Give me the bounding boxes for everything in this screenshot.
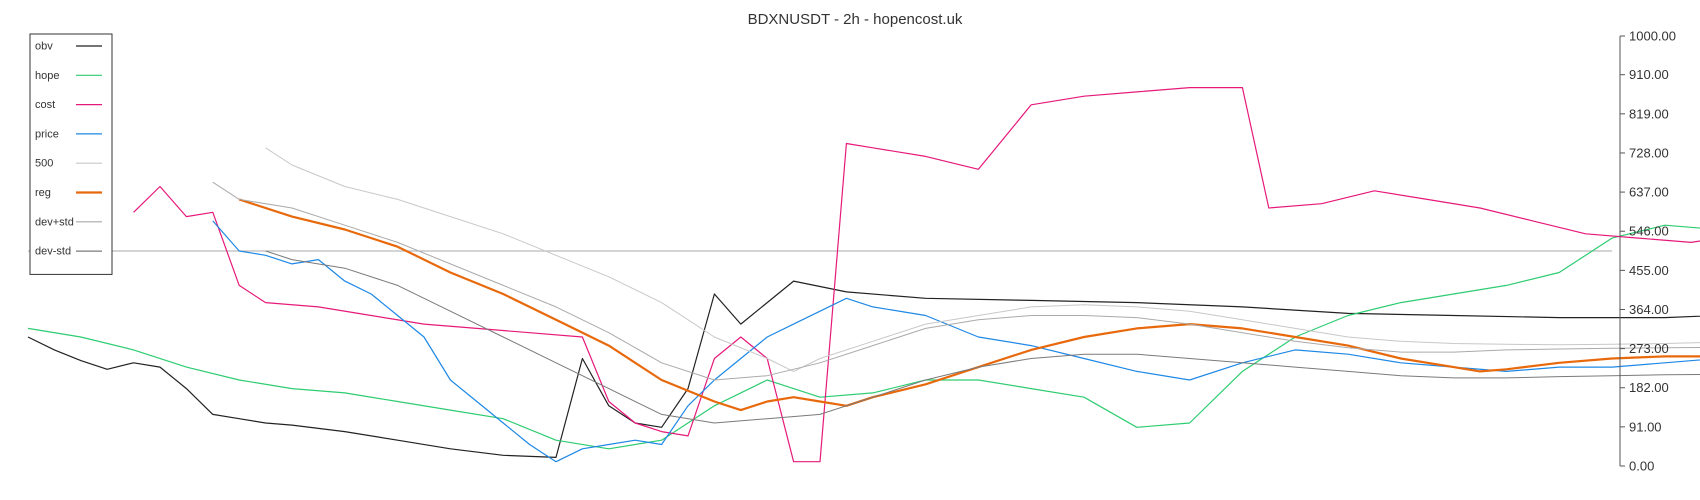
y-tick-label: 273.00 [1629, 341, 1669, 356]
y-tick-label: 819.00 [1629, 106, 1669, 121]
legend-label: dev-std [35, 246, 71, 258]
legend-label: 500 [35, 158, 53, 170]
series-line-cost [133, 87, 1700, 463]
y-tick-label: 1000.00 [1629, 29, 1676, 44]
y-tick-label: 91.00 [1629, 419, 1662, 434]
y-tick-label: 455.00 [1629, 263, 1669, 278]
legend-label: price [35, 128, 59, 140]
y-tick-label: 364.00 [1629, 302, 1669, 317]
legend-box [29, 33, 113, 275]
legend: obv hope cost price 500 reg dev+std dev-std [29, 33, 113, 275]
series-line-obv [27, 280, 1700, 458]
series-layer [27, 87, 1700, 463]
y-tick-label: 728.00 [1629, 145, 1669, 160]
y-tick-label: 637.00 [1629, 185, 1669, 200]
legend-label: obv [35, 41, 53, 53]
y-tick-label: 0.00 [1629, 459, 1654, 474]
y-tick-label: 910.00 [1629, 67, 1669, 82]
legend-label: cost [35, 99, 55, 111]
legend-label: hope [35, 70, 59, 82]
series-line-reg [238, 198, 1700, 412]
series-line-dev-std [212, 181, 1700, 381]
y-tick-label: 182.00 [1629, 380, 1669, 395]
legend-label: dev+std [35, 216, 74, 228]
series-line-price [212, 220, 1700, 463]
chart-title: BDXNUSDT - 2h - hopencost.uk [748, 11, 963, 28]
legend-label: reg [35, 187, 51, 199]
y-axis: 1000.00 910.00 819.00 728.00 637.00 546.00 455… [1619, 29, 1676, 474]
series-line-500 [265, 147, 1700, 372]
series-line-dev-std [265, 250, 1700, 424]
y-tick-label: 546.00 [1629, 224, 1669, 239]
series-line-hope [27, 224, 1700, 450]
